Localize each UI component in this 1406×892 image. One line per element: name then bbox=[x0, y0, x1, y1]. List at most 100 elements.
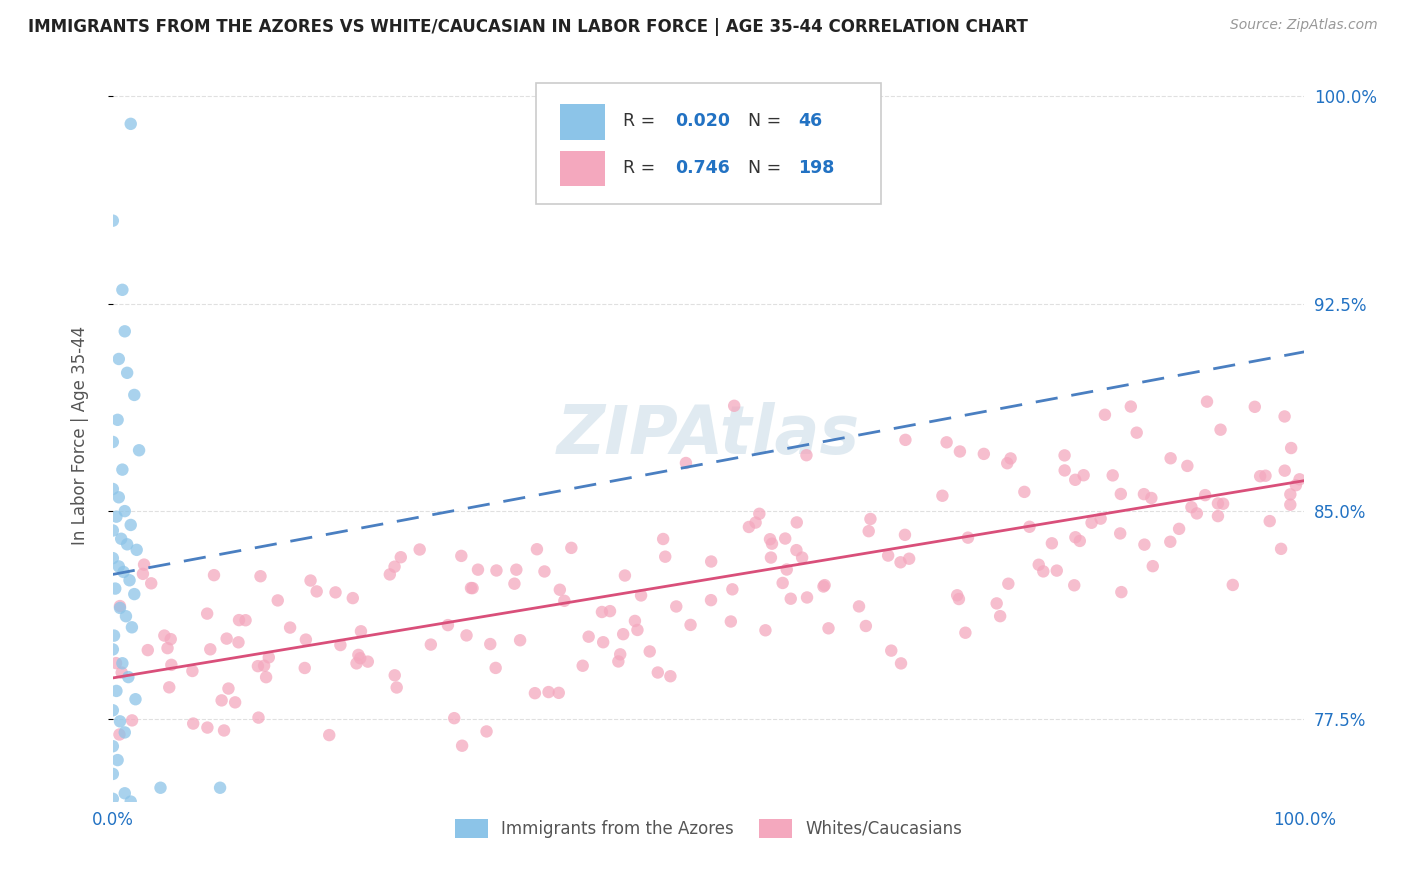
Point bbox=[935, 435, 957, 450]
Point bbox=[1160, 451, 1182, 466]
Point bbox=[108, 490, 131, 504]
Point bbox=[456, 628, 478, 642]
Point bbox=[523, 686, 546, 700]
Point bbox=[160, 657, 183, 672]
Point bbox=[700, 593, 723, 607]
FancyBboxPatch shape bbox=[560, 104, 605, 140]
Point bbox=[548, 582, 571, 597]
Point bbox=[228, 635, 250, 649]
Point bbox=[997, 576, 1019, 591]
Point bbox=[451, 739, 474, 753]
Point bbox=[318, 728, 340, 742]
Point bbox=[721, 582, 744, 597]
Point bbox=[626, 623, 648, 637]
Point bbox=[247, 711, 270, 725]
Point bbox=[101, 213, 124, 227]
Point bbox=[467, 563, 489, 577]
Point bbox=[877, 549, 900, 563]
Point bbox=[986, 596, 1008, 610]
Point bbox=[1133, 487, 1156, 501]
Point bbox=[107, 413, 129, 427]
Point bbox=[1249, 469, 1271, 483]
Point bbox=[612, 627, 634, 641]
Point bbox=[890, 657, 912, 671]
Point bbox=[111, 665, 134, 680]
Point bbox=[357, 655, 380, 669]
Point bbox=[267, 593, 290, 607]
Point bbox=[1279, 441, 1302, 455]
Point bbox=[254, 670, 277, 684]
Point bbox=[1209, 423, 1232, 437]
Point bbox=[1212, 497, 1234, 511]
Point bbox=[786, 516, 808, 530]
Point bbox=[1222, 578, 1244, 592]
Point bbox=[609, 648, 631, 662]
Point bbox=[1119, 400, 1142, 414]
Point bbox=[211, 693, 233, 707]
Point bbox=[156, 641, 179, 656]
Point bbox=[659, 669, 682, 683]
Point bbox=[104, 582, 127, 596]
Point bbox=[101, 767, 124, 781]
Point bbox=[630, 589, 652, 603]
Point bbox=[720, 615, 742, 629]
Point bbox=[948, 592, 970, 607]
Point bbox=[591, 605, 613, 619]
Point bbox=[1180, 500, 1202, 515]
Point bbox=[350, 624, 373, 639]
Point bbox=[212, 723, 235, 738]
Point bbox=[1125, 425, 1147, 440]
Point bbox=[1040, 536, 1063, 550]
Point bbox=[120, 117, 142, 131]
Point bbox=[101, 739, 124, 754]
Text: Source: ZipAtlas.com: Source: ZipAtlas.com bbox=[1230, 18, 1378, 32]
Point bbox=[437, 618, 460, 632]
Point bbox=[124, 692, 146, 706]
Point bbox=[599, 604, 621, 618]
Point bbox=[215, 632, 238, 646]
Point bbox=[117, 670, 139, 684]
Point bbox=[479, 637, 502, 651]
FancyBboxPatch shape bbox=[536, 83, 882, 204]
Point bbox=[1175, 458, 1198, 473]
Point bbox=[1206, 496, 1229, 510]
Point bbox=[537, 685, 560, 699]
Point bbox=[890, 555, 912, 569]
Point bbox=[1094, 408, 1116, 422]
Point bbox=[278, 621, 301, 635]
Point bbox=[347, 648, 370, 662]
Point bbox=[1279, 487, 1302, 501]
Point bbox=[1206, 509, 1229, 524]
Point bbox=[253, 658, 276, 673]
Point bbox=[848, 599, 870, 614]
Point bbox=[1133, 538, 1156, 552]
Point bbox=[1109, 526, 1132, 541]
Point bbox=[120, 795, 142, 809]
Point bbox=[157, 681, 180, 695]
Point bbox=[235, 613, 257, 627]
Point bbox=[1063, 578, 1085, 592]
Point bbox=[700, 554, 723, 568]
Point bbox=[813, 579, 835, 593]
Point bbox=[114, 324, 136, 338]
Point bbox=[1274, 464, 1296, 478]
Point bbox=[118, 574, 141, 588]
Point bbox=[195, 607, 218, 621]
Point bbox=[973, 447, 995, 461]
Text: 0.746: 0.746 bbox=[675, 159, 730, 178]
Point bbox=[1053, 463, 1076, 477]
FancyBboxPatch shape bbox=[560, 151, 605, 186]
Point bbox=[647, 665, 669, 680]
Point bbox=[988, 609, 1011, 624]
Point bbox=[101, 703, 124, 717]
Point bbox=[772, 576, 794, 591]
Point bbox=[1288, 472, 1310, 486]
Point bbox=[121, 620, 143, 634]
Point bbox=[384, 559, 406, 574]
Point bbox=[796, 591, 818, 605]
Point bbox=[246, 659, 269, 673]
Point bbox=[1195, 394, 1218, 409]
Point bbox=[378, 567, 401, 582]
Point bbox=[197, 721, 219, 735]
Point bbox=[796, 448, 818, 462]
